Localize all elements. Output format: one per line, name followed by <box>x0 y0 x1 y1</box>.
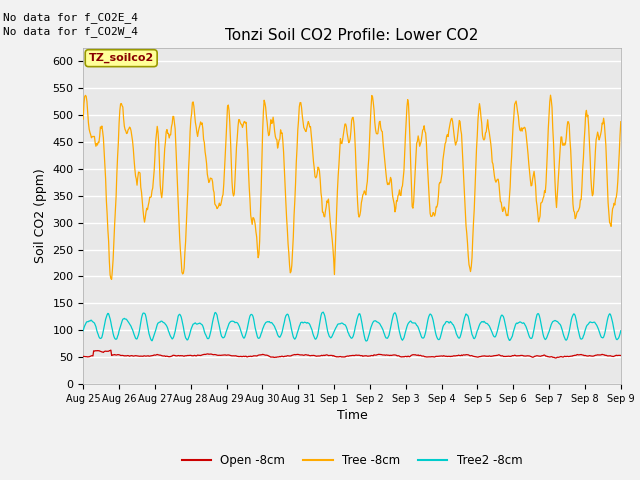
Y-axis label: Soil CO2 (ppm): Soil CO2 (ppm) <box>34 168 47 264</box>
Text: TZ_soilco2: TZ_soilco2 <box>88 53 154 63</box>
Title: Tonzi Soil CO2 Profile: Lower CO2: Tonzi Soil CO2 Profile: Lower CO2 <box>225 28 479 43</box>
X-axis label: Time: Time <box>337 409 367 422</box>
Text: No data for f_CO2W_4: No data for f_CO2W_4 <box>3 26 138 37</box>
Legend: Open -8cm, Tree -8cm, Tree2 -8cm: Open -8cm, Tree -8cm, Tree2 -8cm <box>177 450 527 472</box>
Text: No data for f_CO2E_4: No data for f_CO2E_4 <box>3 12 138 23</box>
